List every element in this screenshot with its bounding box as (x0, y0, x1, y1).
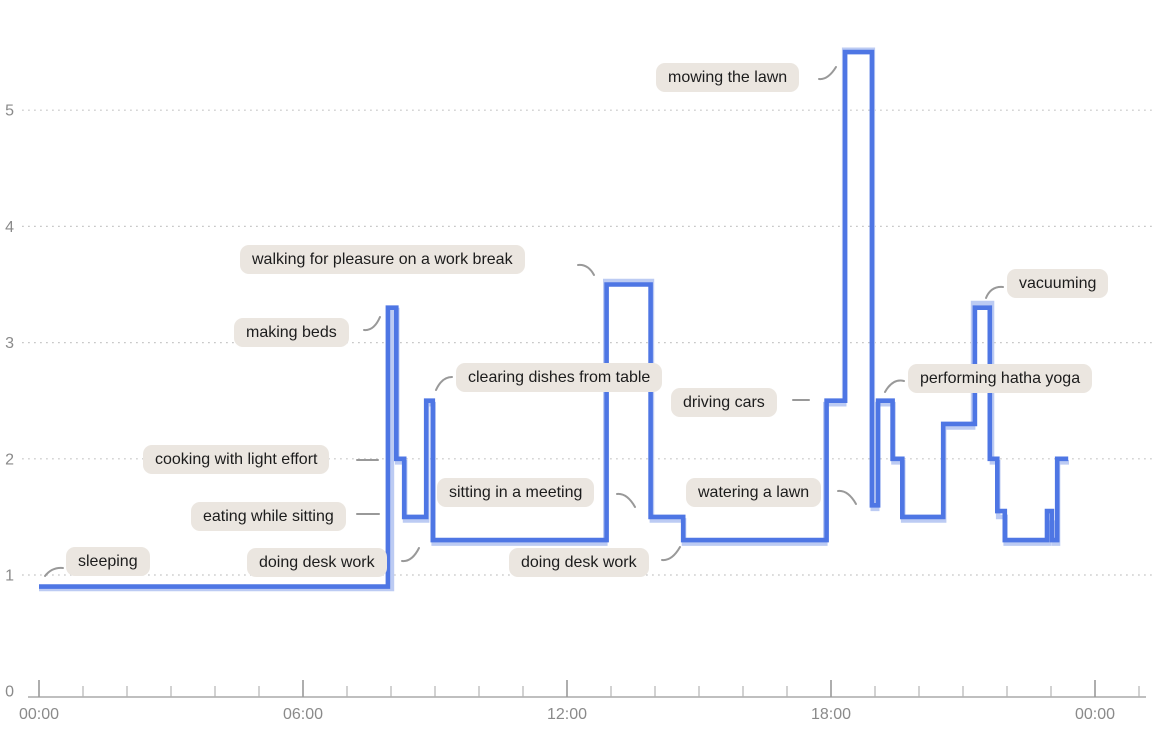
x-axis-tick-label: 00:00 (1075, 706, 1115, 723)
x-axis-tick-label: 00:00 (19, 706, 59, 723)
annotation-leader (435, 376, 453, 391)
annotation-leader (985, 285, 1004, 299)
annotation-leader (661, 546, 681, 562)
y-axis-tick-label: 0 (5, 684, 14, 701)
series-primary-line (39, 49, 1069, 589)
series-secondary-line (39, 47, 1069, 592)
x-axis-tick-label: 06:00 (283, 706, 323, 723)
x-axis-tick-label: 12:00 (547, 706, 587, 723)
y-axis-tick-label: 5 (5, 103, 14, 120)
annotation-leader (616, 492, 636, 508)
annotation-leader (884, 379, 905, 393)
y-axis-tick-label: 1 (5, 568, 14, 585)
x-axis-tick-label: 18:00 (811, 706, 851, 723)
annotation-leader (44, 566, 64, 577)
annotation-leader (818, 66, 837, 81)
y-axis-tick-label: 2 (5, 451, 14, 468)
y-axis-tick-label: 4 (5, 219, 14, 236)
y-axis-tick-label: 3 (5, 335, 14, 352)
annotation-leader (363, 316, 381, 332)
annotation-leader (401, 547, 420, 563)
annotation-leader (577, 263, 595, 276)
annotation-leader (837, 489, 857, 505)
